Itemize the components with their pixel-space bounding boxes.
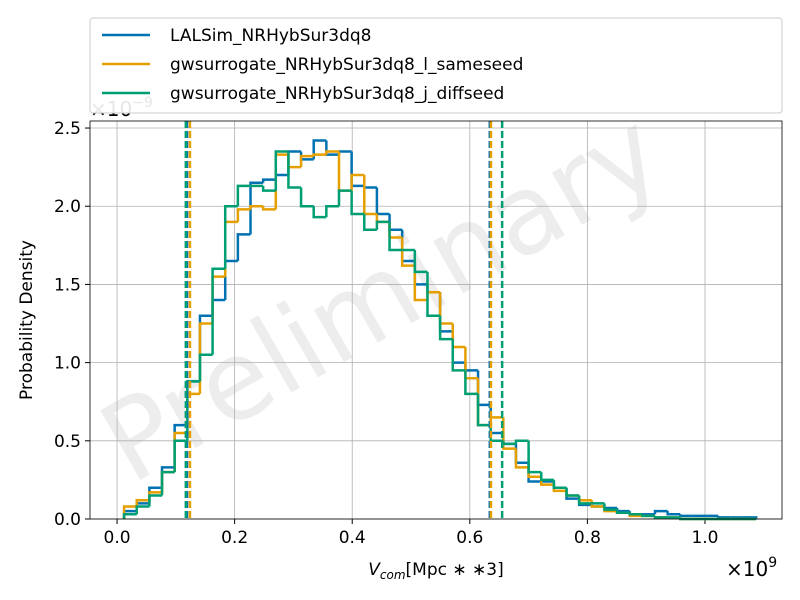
x-axis-label-main: V bbox=[368, 560, 381, 580]
histogram-step bbox=[135, 505, 150, 515]
histogram-step bbox=[261, 178, 276, 183]
histogram-step bbox=[615, 509, 630, 514]
histogram-step bbox=[514, 448, 529, 469]
x-axis-label: Vcom[Mpc ∗ ∗3] bbox=[368, 560, 503, 582]
y-tick-label: 0.5 bbox=[54, 432, 81, 452]
histogram-step bbox=[363, 174, 377, 216]
y-tick-label: 1.5 bbox=[54, 275, 81, 295]
y-axis-label: Probability Density bbox=[17, 240, 37, 400]
histogram-step bbox=[135, 498, 150, 507]
histogram-step bbox=[400, 237, 415, 267]
legend-label: gwsurrogate_NRHybSur3dq8_l_sameseed bbox=[170, 55, 523, 75]
legend-label: LALSim_NRHybSur3dq8 bbox=[170, 26, 371, 46]
legend-box bbox=[89, 17, 783, 114]
x-offset: ×109 bbox=[726, 555, 777, 581]
histogram-step bbox=[236, 233, 251, 261]
histogram-step bbox=[350, 173, 365, 191]
histogram-step bbox=[489, 425, 504, 443]
histogram-step bbox=[350, 190, 365, 216]
histogram-step bbox=[160, 470, 175, 496]
x-axis-label-sub: com bbox=[380, 568, 406, 582]
histogram-step bbox=[198, 353, 213, 382]
histogram-step bbox=[628, 512, 643, 516]
histogram-step bbox=[249, 181, 264, 235]
x-tick-label: 0.2 bbox=[221, 528, 248, 548]
histogram-step bbox=[325, 150, 339, 155]
histogram-step bbox=[653, 515, 668, 519]
y-tick-label: 2.0 bbox=[54, 197, 81, 217]
histogram-step bbox=[211, 267, 226, 355]
histogram-step bbox=[603, 503, 618, 511]
histogram-step bbox=[426, 271, 441, 317]
histogram-step bbox=[236, 208, 251, 222]
histogram-step bbox=[122, 513, 137, 519]
x-tick-label: 0.6 bbox=[456, 528, 483, 548]
histogram-step bbox=[223, 204, 238, 269]
histogram-step bbox=[287, 151, 302, 189]
histogram-step bbox=[388, 221, 403, 252]
histogram-step bbox=[653, 509, 668, 515]
histogram-step bbox=[527, 440, 542, 474]
histogram-step bbox=[666, 511, 681, 516]
histogram-step bbox=[514, 439, 529, 444]
y-tick-label: 1.0 bbox=[54, 354, 81, 374]
histogram-step bbox=[565, 487, 580, 497]
histogram-step bbox=[375, 220, 390, 230]
histogram-step bbox=[173, 439, 188, 473]
x-tick-label: 0.0 bbox=[104, 528, 131, 548]
histogram-step bbox=[236, 184, 251, 207]
histogram-step bbox=[476, 393, 491, 427]
histogram-step bbox=[299, 154, 314, 168]
histogram-step bbox=[312, 206, 327, 219]
legend-label: gwsurrogate_NRHybSur3dq8_j_diffseed bbox=[170, 84, 504, 104]
histogram-step bbox=[325, 204, 339, 218]
histogram-step bbox=[337, 189, 352, 207]
x-tick-label: 0.8 bbox=[574, 528, 601, 548]
histogram-step bbox=[363, 214, 377, 231]
histogram-step bbox=[552, 479, 567, 489]
histogram-step bbox=[312, 139, 327, 160]
histogram-step bbox=[451, 339, 466, 372]
x-axis-label-rest: [Mpc ∗ ∗3] bbox=[406, 560, 504, 580]
histogram-step bbox=[312, 153, 327, 157]
x-tick-label: 1.0 bbox=[691, 528, 718, 548]
axes-frame bbox=[89, 120, 783, 520]
histogram-step bbox=[413, 250, 428, 274]
x-offset-base: ×10 bbox=[726, 557, 768, 581]
histogram-step bbox=[261, 206, 276, 211]
histogram-step bbox=[577, 495, 592, 505]
histogram-step bbox=[464, 370, 479, 396]
histogram-step bbox=[413, 265, 428, 302]
y-tick-label: 0.0 bbox=[54, 510, 81, 530]
histogram-step bbox=[743, 516, 758, 519]
x-tick-label: 0.4 bbox=[339, 528, 366, 548]
histogram-step bbox=[299, 187, 314, 208]
y-tick-label: 2.5 bbox=[54, 119, 81, 139]
histogram-step bbox=[716, 515, 731, 519]
x-offset-exp: 9 bbox=[768, 555, 777, 571]
histogram-step bbox=[274, 150, 289, 191]
histogram-step bbox=[679, 514, 693, 518]
histogram-step bbox=[438, 315, 453, 341]
histogram-step bbox=[261, 185, 276, 192]
histogram-step bbox=[249, 204, 264, 210]
histogram-step bbox=[539, 472, 554, 482]
histogram-step bbox=[148, 494, 163, 507]
histogram-step bbox=[641, 514, 656, 518]
